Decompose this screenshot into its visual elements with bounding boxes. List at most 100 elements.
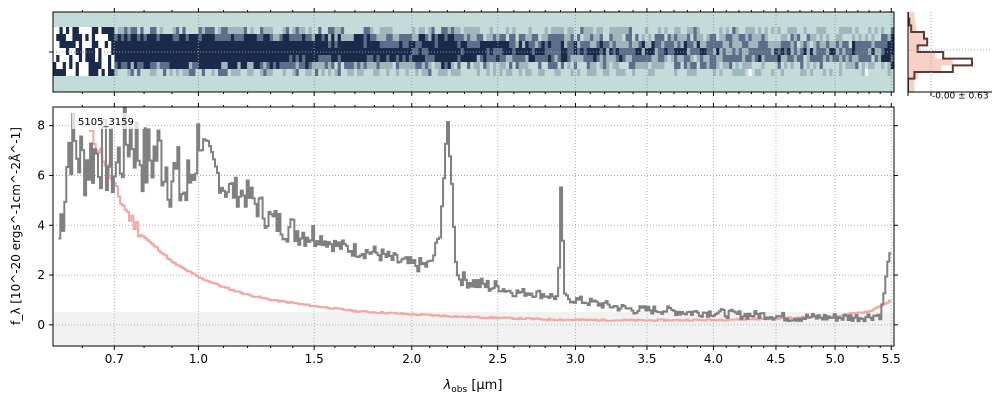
spectrum-2d-pixel [651, 34, 656, 41]
spectrum-2d-pixel [156, 41, 161, 48]
spectrum-2d-pixel [492, 27, 497, 34]
spectrum-2d-pixel [95, 48, 99, 55]
spectrum-2d-pixel [344, 27, 348, 34]
spectrum-2d-pixel [667, 62, 672, 69]
spectrum-2d-pixel [654, 69, 659, 76]
spectrum-2d-pixel [654, 34, 659, 41]
spectrum-2d-pixel [719, 27, 723, 34]
spectrum-2d-pixel [302, 69, 306, 76]
spectrum-2d-pixel [790, 34, 795, 41]
spectrum-2d-pixel [59, 41, 64, 48]
spectrum-2d-pixel [654, 62, 659, 69]
spectrum-2d-pixel [602, 48, 607, 55]
spectrum-2d-pixel [369, 69, 374, 76]
spectrum-2d-pixel [418, 62, 423, 69]
spectrum-2d-pixel [237, 55, 242, 62]
spectrum-2d-pixel [308, 69, 313, 76]
spectrum-2d-pixel [418, 41, 423, 48]
spectrum-2d-pixel [162, 62, 167, 69]
spectrum-2d-pixel [661, 69, 665, 76]
spectrum-2d-pixel [839, 62, 843, 69]
spectrum-2d-pixel [418, 27, 423, 34]
spectrum-2d-pixel [816, 69, 821, 76]
spectrum-2d-pixel [392, 69, 397, 76]
spectrum-2d-pixel [150, 27, 154, 34]
spectrum-2d-pixel [334, 27, 339, 34]
spectrum-2d-pixel [470, 55, 474, 62]
spectrum-2d-pixel [816, 41, 821, 48]
y-tick-label: 6 [37, 168, 45, 182]
spectrum-2d-pixel [522, 62, 526, 69]
spectrum-2d-pixel [217, 27, 222, 34]
spectrum-2d-pixel [622, 34, 626, 41]
spectrum-2d-pixel [809, 69, 814, 76]
spectrum-2d-pixel [217, 34, 222, 41]
spectrum-2d-pixel [816, 27, 821, 34]
spectrum-2d-pixel [392, 48, 397, 55]
spectrum-2d-pixel [182, 34, 187, 41]
spectrum-2d-pixel [457, 41, 461, 48]
spectrum-2d-pixel [547, 34, 552, 41]
spectrum-2d-pixel [379, 55, 384, 62]
spectrum-2d-pixel [751, 41, 756, 48]
spectrum-2d-pixel [53, 41, 57, 48]
spectrum-2d-pixel [421, 62, 426, 69]
spectrum-2d-pixel [528, 41, 533, 48]
spectrum-2d-pixel [198, 34, 203, 41]
spectrum-2d-pixel [431, 55, 436, 62]
spectrum-2d-pixel [53, 34, 57, 41]
spectrum-2d-pixel [771, 34, 775, 41]
spectrum-2d-pixel [541, 69, 546, 76]
spectrum-2d-pixel [525, 62, 529, 69]
spectrum-2d-pixel [340, 62, 345, 69]
spectrum-2d-pixel [754, 55, 759, 62]
spectrum-2d-pixel [686, 34, 691, 41]
spectrum-2d-pixel [269, 62, 274, 69]
spectrum-2d-pixel [683, 27, 688, 34]
spectrum-2d-pixel [612, 62, 617, 69]
spectrum-2d-pixel [690, 62, 694, 69]
spectrum-2d-pixel [790, 69, 795, 76]
spectrum-2d-pixel [347, 48, 351, 55]
spectrum-2d-pixel [868, 62, 872, 69]
spectrum-2d-pixel [638, 41, 643, 48]
spectrum-2d-pixel [502, 48, 507, 55]
spectrum-2d-pixel [260, 55, 264, 62]
spectrum-2d-pixel [534, 27, 539, 34]
spectrum-2d-pixel [457, 69, 461, 76]
spectrum-2d-pixel [405, 62, 410, 69]
spectrum-2d-pixel [272, 34, 277, 41]
spectrum-2d-pixel [444, 34, 449, 41]
spectrum-2d-pixel [557, 62, 562, 69]
spectrum-2d-pixel [596, 41, 601, 48]
spectrum-2d-pixel [693, 62, 698, 69]
spectrum-2d-pixel [373, 55, 377, 62]
spectrum-2d-pixel [467, 69, 471, 76]
spectrum-2d-pixel [376, 48, 381, 55]
spectrum-2d-pixel [761, 34, 766, 41]
spectrum-2d-pixel [486, 55, 491, 62]
spectrum-2d-pixel [263, 48, 267, 55]
spectrum-2d-pixel [431, 48, 436, 55]
spectrum-2d-pixel [162, 27, 167, 34]
spectrum-2d-pixel [392, 34, 397, 41]
spectrum-2d-pixel [373, 27, 377, 34]
spectrum-2d-pixel [855, 69, 859, 76]
spectrum-2d-pixel [657, 41, 662, 48]
spectrum-2d-pixel [159, 69, 164, 76]
spectrum-2d-pixel [492, 41, 497, 48]
spectrum-2d-pixel [408, 41, 413, 48]
spectrum-2d-pixel [696, 27, 701, 34]
spectrum-2d-pixel [813, 69, 817, 76]
spectrum-2d-pixel [166, 69, 170, 76]
spectrum-2d-pixel [195, 62, 199, 69]
x-tick-label: 0.7 [105, 352, 124, 366]
spectrum-2d-pixel [347, 55, 351, 62]
spectrum-2d-pixel [758, 34, 762, 41]
spectrum-2d-pixel [137, 48, 141, 55]
spectrum-2d-pixel [295, 55, 300, 62]
spectrum-2d-pixel [379, 69, 384, 76]
spectrum-2d-pixel [725, 62, 730, 69]
spectrum-2d-pixel [829, 55, 833, 62]
spectrum-2d-pixel [172, 55, 177, 62]
